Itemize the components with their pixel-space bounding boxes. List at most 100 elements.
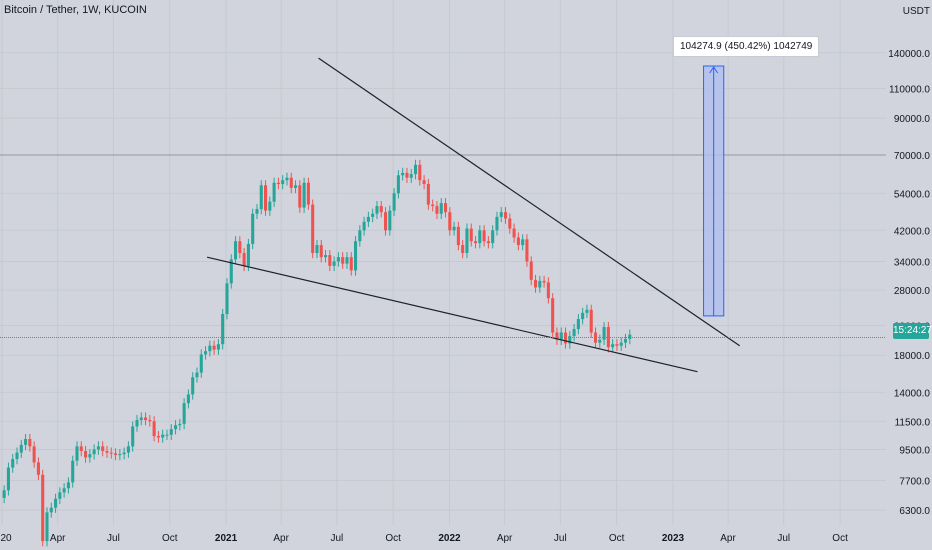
candle	[482, 225, 486, 247]
candle-body	[259, 185, 263, 210]
candle	[581, 307, 585, 325]
candle-body	[396, 175, 400, 194]
candle-body	[62, 488, 66, 493]
candle-body	[469, 228, 473, 242]
candle	[396, 170, 400, 199]
candle-body	[126, 446, 130, 453]
candle-body	[6, 467, 10, 491]
candle-body	[79, 446, 83, 452]
candle	[401, 167, 405, 181]
price-tick-label: 6300.0	[899, 506, 930, 517]
candle	[619, 337, 623, 351]
candle-body	[495, 216, 499, 231]
candle	[371, 208, 375, 223]
candle-body	[358, 230, 362, 242]
candle	[456, 221, 460, 251]
descending-resistance-trendline[interactable]	[318, 57, 741, 347]
candle	[19, 439, 23, 458]
candle	[32, 441, 36, 468]
candle	[178, 418, 182, 431]
candle-body	[362, 221, 366, 231]
candle-body	[216, 344, 220, 350]
candle	[36, 457, 40, 481]
candle-body	[628, 334, 632, 339]
candle	[628, 329, 632, 345]
time-tick-label: Apr	[50, 533, 66, 544]
candle-body	[294, 185, 298, 188]
candle-body	[15, 452, 19, 460]
candle	[315, 239, 319, 259]
candle	[461, 239, 465, 259]
price-range-measure[interactable]	[703, 65, 725, 317]
candle	[323, 250, 328, 263]
candle-body	[281, 180, 285, 185]
candle	[101, 441, 105, 457]
candle-body	[101, 446, 105, 452]
candle-body	[341, 257, 345, 264]
candle	[311, 199, 315, 259]
candle	[435, 201, 439, 219]
candle-body	[435, 206, 439, 214]
candle-body	[41, 474, 45, 542]
candle-body	[75, 446, 79, 461]
candle	[332, 256, 336, 272]
time-tick-label: Jul	[777, 533, 790, 544]
candle	[358, 225, 362, 247]
candle	[195, 367, 199, 383]
candle	[272, 177, 276, 207]
candle	[191, 372, 195, 400]
candle-body	[371, 213, 375, 217]
candle	[538, 275, 542, 293]
candle	[383, 207, 388, 236]
candle-body	[439, 203, 443, 214]
candle	[306, 177, 310, 210]
candle	[131, 421, 135, 452]
candle	[516, 232, 520, 251]
candle-body	[174, 425, 178, 430]
candle-body	[533, 279, 538, 288]
candle	[268, 196, 272, 216]
candle	[572, 323, 576, 342]
candle	[508, 213, 512, 234]
candle	[229, 254, 233, 289]
candle	[169, 424, 173, 440]
candle	[345, 252, 349, 269]
time-tick-label: 2022	[438, 533, 461, 544]
candle	[529, 256, 533, 286]
candle-body	[135, 420, 139, 427]
candle-body	[443, 203, 448, 213]
ascending-support-trendline[interactable]	[206, 256, 698, 373]
candle	[362, 216, 366, 236]
candle	[139, 412, 143, 426]
candle	[84, 445, 88, 463]
candle	[555, 327, 559, 345]
candle-body	[109, 452, 113, 454]
candle	[593, 327, 598, 348]
candle-body	[401, 172, 405, 176]
candle	[148, 414, 152, 427]
candle-body	[585, 309, 589, 313]
candle-body	[409, 174, 413, 178]
candle-body	[473, 241, 478, 244]
candle-body	[234, 241, 238, 260]
candle-body	[525, 239, 529, 262]
candle-body	[563, 332, 568, 344]
candle	[212, 340, 216, 355]
candle-body	[306, 182, 310, 205]
time-tick-label: Apr	[273, 533, 289, 544]
candle-body	[225, 283, 229, 315]
candle	[392, 188, 396, 216]
time-tick-label: Oct	[162, 533, 178, 544]
price-tick-label: 34000.0	[894, 257, 931, 268]
candle-body	[615, 344, 619, 346]
candle	[491, 225, 495, 249]
candle-body	[84, 451, 88, 458]
candle-body	[426, 184, 430, 205]
candle-body	[11, 459, 15, 468]
candle-body	[131, 426, 135, 447]
current-price-badge: 15:24:27	[893, 323, 932, 339]
candle-body	[311, 204, 315, 254]
price-tick-label: 90000.0	[894, 114, 931, 125]
candle	[576, 314, 580, 335]
